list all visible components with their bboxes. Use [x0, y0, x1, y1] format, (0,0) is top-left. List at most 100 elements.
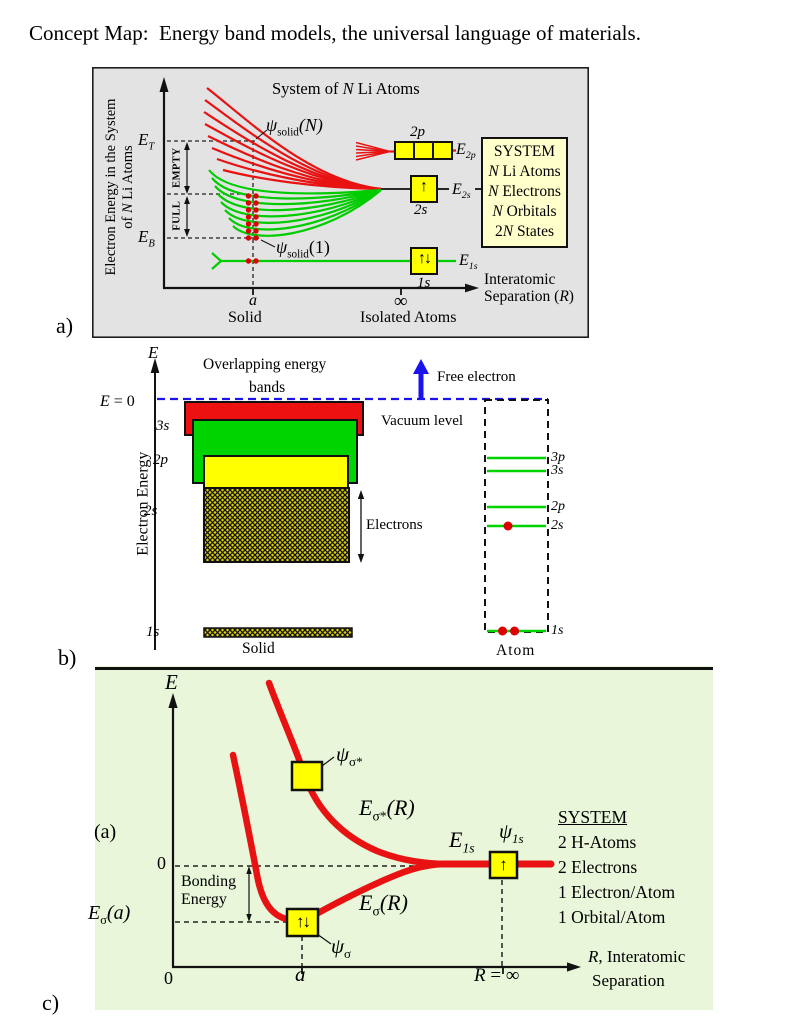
panel-c-x-axis-label-1: R, Interatomic [588, 947, 686, 966]
atom-level-2p: 2p [551, 499, 565, 514]
psi-sigma-label: ψσ [331, 934, 352, 962]
x-tick-a: a [249, 292, 257, 309]
psi-sigma-box [285, 907, 320, 938]
e2p-label: E2p [456, 141, 476, 162]
psi-1s-box [488, 850, 519, 880]
solid-level-2p: 2p [153, 452, 168, 468]
electrons-extent-arrow [357, 490, 365, 563]
electrons-label: Electrons [366, 517, 423, 533]
x-tick-infinity: ∞ [394, 291, 408, 312]
spin-up-arrow-1s: ↑ [499, 855, 508, 874]
system-summary-c-line: 1 Orbital/Atom [558, 907, 666, 927]
panel-c-diagram [95, 666, 713, 1010]
full-band-label: FULL [171, 200, 183, 231]
solid-level-2s: 2s [144, 503, 158, 519]
panel-a-axes [159, 77, 479, 295]
free-electron-label: Free electron [437, 369, 516, 385]
bonding-energy-label-2: Energy [181, 891, 227, 908]
e-sigma-a-label: Eσ(a) [88, 902, 131, 927]
e-sigma-star-r-label: Eσ*(R) [359, 795, 415, 824]
solid-caption: Solid [242, 640, 275, 657]
panel-c-axes [168, 693, 581, 974]
spin-up-arrow-2s: ↑ [420, 178, 428, 195]
spin-pair-arrow-1s: ↑↓ [418, 250, 432, 267]
band-1s [203, 627, 353, 638]
atom-level-2s: 2s [551, 518, 564, 533]
vacuum-level-label: Vacuum level [381, 413, 464, 429]
orbital-boxes-c [285, 760, 519, 938]
orbital-2s-label: 2s [414, 202, 428, 218]
orbital-2p-label: 2p [410, 124, 425, 140]
atom-level-lines [487, 456, 546, 633]
empty-band-arrow [184, 142, 190, 194]
x-zero-label: 0 [164, 968, 173, 988]
bonding-energy-label-1: Bonding [181, 873, 237, 890]
page-title: Concept Map: Energy band models, the uni… [29, 21, 641, 45]
atom-level-1s: 1s [551, 623, 564, 638]
panel-a-y-axis-label: Electron Energy in the System of N Li At… [103, 98, 136, 276]
atom-electron-dots [498, 521, 519, 636]
full-band-arrow [184, 196, 190, 237]
panel-a-x-axis-label-2: Separation (R) [484, 288, 574, 305]
e1s-label: E1s [459, 252, 478, 273]
panel-b-title-1: Overlapping energy [203, 356, 327, 373]
panel-a-dashed-guides [167, 140, 259, 287]
psi-leader-lines-c [316, 756, 335, 945]
spin-pair-arrow-sigma: ↑↓ [296, 912, 311, 931]
x-tick-infinity-caption: Isolated Atoms [360, 309, 457, 326]
full-band-curves [208, 169, 382, 237]
panel-a-label: a) [56, 313, 74, 338]
system-summary-title: SYSTEM [493, 143, 556, 160]
system-summary-text: SYSTEM N Li Atoms N Electrons N Orbitals… [482, 142, 567, 242]
system-summary-c-line: 2 Electrons [558, 857, 638, 877]
e-equals-zero-label: E = 0 [100, 393, 135, 410]
panel-c-sub-label: (a) [94, 821, 117, 843]
atom-level-3s: 3s [551, 463, 564, 478]
psi-1s-label: ψ1s [499, 819, 524, 847]
x-tick-a-c: a [295, 962, 306, 986]
system-summary-c-line: 2 H-Atoms [558, 832, 637, 852]
x-tick-a-caption: Solid [228, 309, 262, 326]
et-label: ET [138, 130, 155, 153]
electron-dots [245, 193, 259, 264]
y-zero-label: 0 [157, 853, 166, 873]
e-1s-label-c: E1s [449, 827, 475, 856]
atom-level-3p: 3p [551, 450, 565, 465]
bonding-energy-arrow [246, 866, 252, 922]
eb-label: EB [138, 227, 155, 250]
solid-1s-level [211, 252, 456, 270]
panel-c-label: c) [42, 990, 60, 1015]
psi-solid-n-label: ψsolid(N) [266, 115, 323, 139]
system-summary-c-title: SYSTEM [558, 807, 628, 827]
e2s-label: E2s [452, 181, 471, 202]
energy-bands [184, 401, 364, 638]
system-summary-line: N Electrons [488, 183, 561, 200]
panel-c-e-label: E [165, 670, 178, 694]
panel-a-x-axis-label-1: Interatomic [484, 271, 556, 288]
system-summary-c: SYSTEM 2 H-Atoms 2 Electrons 1 Electron/… [558, 805, 675, 930]
system-summary-box [481, 137, 568, 248]
solid-level-3s: 3s [156, 418, 170, 434]
panel-a-diagram [92, 67, 589, 338]
panel-c-dashed-guides [175, 865, 503, 966]
panel-b-e-label: E [148, 343, 159, 362]
band-2s-filled [203, 487, 350, 563]
band-2s-empty [203, 455, 349, 489]
empty-band-curves [203, 87, 382, 191]
free-electron-arrow [413, 359, 429, 399]
panel-c-x-axis-label-2: Separation [592, 971, 665, 990]
e-sigma-r-label: Eσ(R) [359, 890, 408, 919]
panel-c-background [95, 666, 713, 1010]
psi-leader-lines [255, 129, 276, 248]
system-summary-c-line: 1 Electron/Atom [558, 882, 676, 902]
panel-b-diagram [150, 358, 549, 650]
orbital-boxes [394, 141, 453, 275]
panel-a-title: System of N Li Atoms [272, 79, 420, 98]
panel-b-title-2: bands [249, 379, 286, 396]
orbital-1s-label: 1s [417, 275, 431, 291]
atom-levels-frame [484, 399, 549, 633]
panel-b-energy-axis [150, 358, 160, 650]
antibonding-curve [265, 679, 450, 868]
atom-caption: Atom [496, 642, 536, 659]
